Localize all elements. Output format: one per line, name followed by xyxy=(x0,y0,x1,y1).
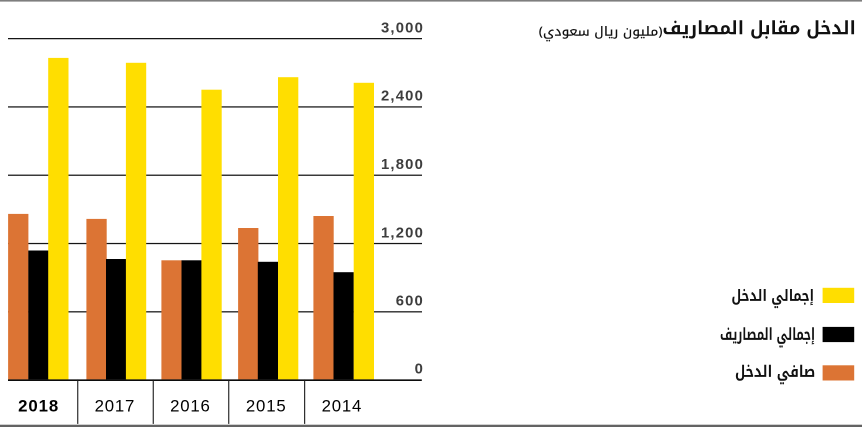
svg-text:2015: 2015 xyxy=(246,397,287,416)
svg-text:1,800: 1,800 xyxy=(381,157,424,173)
svg-text:2016: 2016 xyxy=(170,397,211,416)
svg-text:600: 600 xyxy=(396,294,424,310)
svg-text:1,200: 1,200 xyxy=(381,225,424,241)
svg-text:2018: 2018 xyxy=(18,397,59,416)
svg-text:2014: 2014 xyxy=(322,397,363,416)
svg-text:2,400: 2,400 xyxy=(381,89,424,105)
svg-text:0: 0 xyxy=(415,362,424,378)
svg-text:3,000: 3,000 xyxy=(381,20,424,36)
svg-text:2017: 2017 xyxy=(95,397,136,416)
